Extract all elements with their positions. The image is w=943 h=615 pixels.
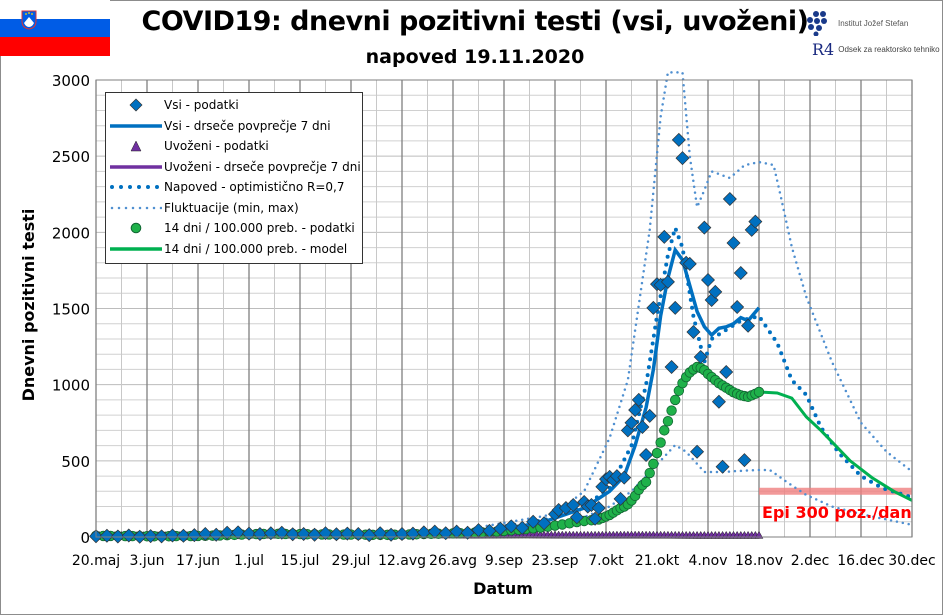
r4-logo: R4 Odsek za reaktorsko tehniko: [812, 40, 940, 59]
ijs-dots-icon: [807, 11, 827, 36]
legend-label: Uvoženi - drseče povprečje 7 dni: [164, 159, 361, 174]
legend-item: 14 dni / 100.000 preb. - podatki: [106, 218, 362, 239]
legend: Vsi - podatki Vsi - drseče povprečje 7 dn…: [105, 92, 363, 264]
legend-item: Uvoženi - podatki: [106, 136, 362, 157]
ijs-logo-text: Institut Jožef Stefan: [838, 18, 909, 28]
legend-diamond-icon: [110, 98, 162, 112]
chart-subtitle: napoved 19.11.2020: [365, 46, 585, 68]
legend-label: Uvoženi - podatki: [164, 139, 269, 154]
r4-logo-text: Odsek za reaktorsko tehniko: [838, 45, 940, 54]
legend-dotted-line-icon: [110, 181, 162, 193]
legend-item: 14 dni / 100.000 preb. - model: [106, 239, 362, 260]
legend-item: Uvoženi - drseče povprečje 7 dni: [106, 157, 362, 178]
legend-label: 14 dni / 100.000 preb. - model: [164, 241, 348, 256]
legend-item: Vsi - podatki: [106, 95, 362, 116]
legend-label: Vsi - drseče povprečje 7 dni: [164, 118, 331, 133]
legend-line-icon: [110, 120, 162, 132]
legend-item: Fluktuacije (min, max): [106, 198, 362, 219]
legend-circle-icon: [110, 222, 162, 234]
legend-line-icon: [110, 161, 162, 173]
legend-line-icon: [110, 243, 162, 255]
legend-label: 14 dni / 100.000 preb. - podatki: [164, 221, 355, 236]
legend-item: Napoved - optimistično R=0,7: [106, 177, 362, 198]
chart-title: COVID19: dnevni pozitivni testi (vsi, uv…: [141, 6, 809, 37]
slovenia-flag: [0, 0, 110, 56]
legend-dotted-line-icon: [110, 202, 162, 214]
ijs-logo: Institut Jožef Stefan: [806, 10, 908, 36]
legend-item: Vsi - drseče povprečje 7 dni: [106, 116, 362, 137]
r4-mark: R4: [812, 40, 835, 59]
legend-label: Vsi - podatki: [164, 98, 239, 113]
legend-label: Fluktuacije (min, max): [164, 200, 299, 215]
legend-triangle-icon: [110, 140, 162, 152]
legend-label: Napoved - optimistično R=0,7: [164, 180, 345, 195]
